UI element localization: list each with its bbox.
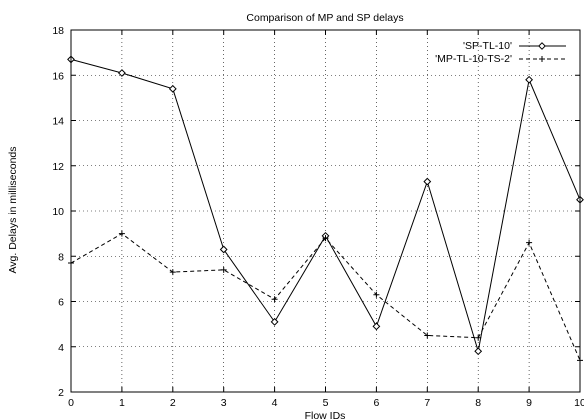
series-1-point	[220, 266, 227, 273]
x-tick-label: 6	[373, 397, 379, 409]
x-tick-label: 9	[526, 397, 532, 409]
y-tick-label: 10	[52, 206, 64, 218]
y-tick-label: 14	[52, 116, 64, 128]
x-tick-label: 1	[119, 397, 125, 409]
x-tick-label: 4	[272, 397, 278, 409]
y-tick-label: 8	[58, 251, 64, 263]
x-tick-label: 0	[68, 397, 74, 409]
x-tick-label: 3	[221, 397, 227, 409]
grid-lines	[71, 30, 580, 392]
chart-title: Comparison of MP and SP delays	[246, 12, 403, 24]
series-1-point	[271, 296, 278, 303]
legend: 'SP-TL-10' 'MP-TL-10-TS-2'	[435, 40, 566, 65]
series-line-0	[70, 58, 581, 352]
y-tick-label: 18	[52, 25, 64, 37]
y-tick-labels: 2 4 6 8 10 12 14 16 18	[52, 25, 64, 399]
series-line-1	[70, 233, 581, 361]
x-axis-label: Flow IDs	[305, 410, 346, 420]
series-0-point	[474, 347, 483, 356]
series-1-point	[373, 291, 380, 298]
series-0-point	[423, 177, 432, 186]
y-tick-label: 12	[52, 161, 64, 173]
series-0-point	[270, 317, 279, 326]
y-tick-label: 2	[58, 387, 64, 399]
legend-marker-1	[539, 56, 545, 62]
x-tick-label: 7	[424, 397, 430, 409]
series-0-point	[525, 75, 534, 84]
y-axis-label: Avg. Delays in milliseconds	[7, 146, 19, 273]
legend-label-mp: 'MP-TL-10-TS-2'	[435, 53, 512, 65]
legend-marker-0	[538, 42, 546, 50]
x-tick-label: 8	[475, 397, 481, 409]
legend-label-sp: 'SP-TL-10'	[463, 40, 512, 52]
series-1-point	[169, 269, 176, 276]
y-tick-label: 16	[52, 70, 64, 82]
x-tick-label: 2	[170, 397, 176, 409]
series-0-point	[372, 322, 381, 331]
series-1-point	[424, 332, 431, 339]
series-1-point	[475, 334, 482, 341]
y-tick-label: 4	[58, 342, 64, 354]
x-tick-label: 5	[323, 397, 329, 409]
series-0-point	[219, 245, 228, 254]
x-tick-label: 10	[574, 397, 584, 409]
series-0-point	[117, 69, 126, 77]
y-tick-label: 6	[58, 297, 64, 309]
series-1-point	[526, 239, 533, 246]
series-1-point	[322, 235, 329, 242]
plot-frame	[70, 29, 581, 393]
series-0-point	[168, 84, 177, 93]
series-lines	[70, 58, 581, 361]
x-tick-labels: 0 1 2 3 4 5 6 7 8 9 10	[68, 397, 584, 409]
series-1-point	[118, 230, 125, 237]
